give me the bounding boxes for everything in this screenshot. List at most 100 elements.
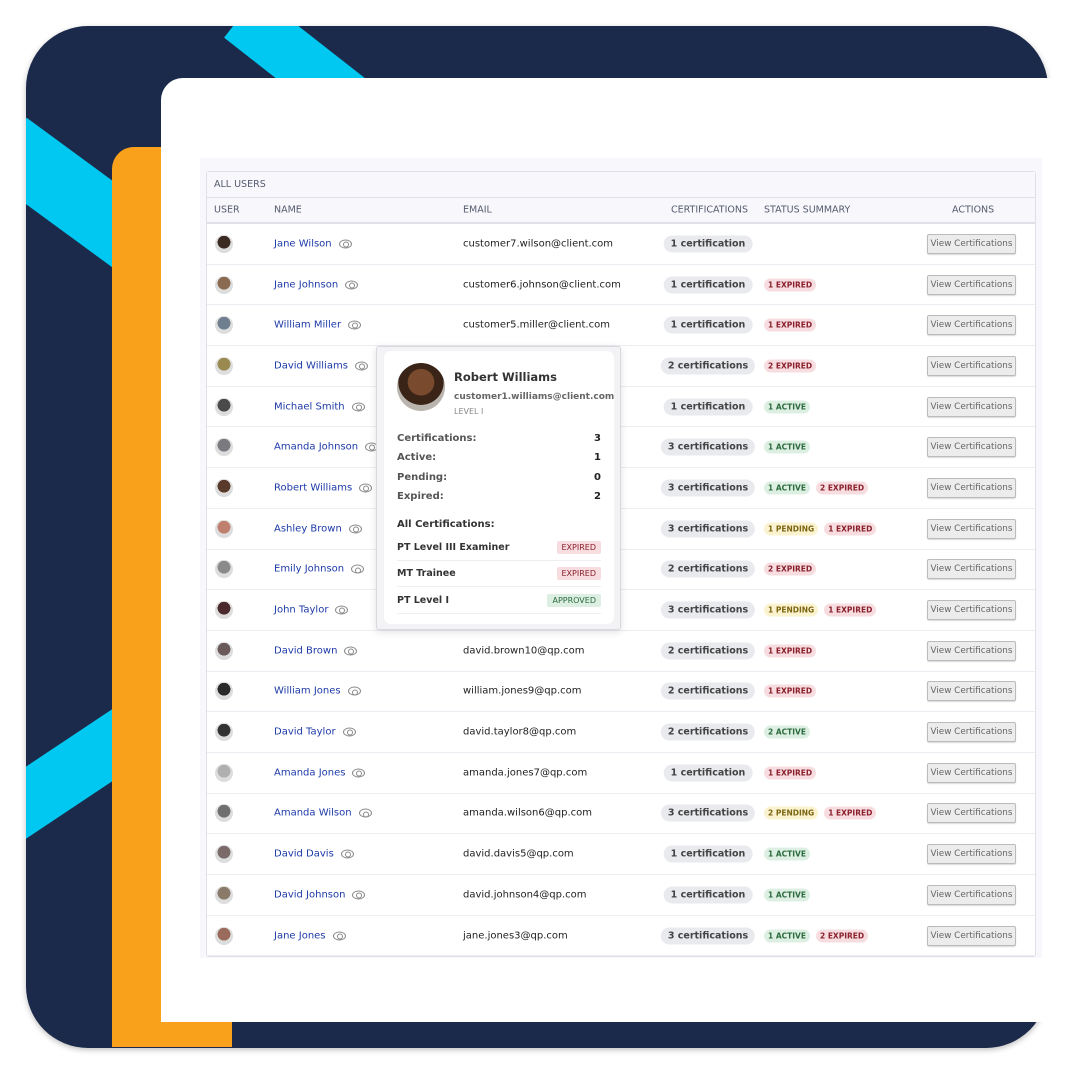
view-certifications-button[interactable]: View Certifications — [927, 681, 1016, 702]
popover-cert-item: PT Level III Examiner EXPIRED — [397, 535, 601, 561]
user-email: jane.jones3@qp.com — [463, 930, 568, 942]
user-name[interactable]: Emily Johnson — [274, 563, 345, 575]
user-name[interactable]: Ashley Brown — [274, 523, 342, 535]
view-certifications-button[interactable]: View Certifications — [927, 844, 1016, 865]
eye-icon[interactable] — [342, 727, 356, 737]
user-name[interactable]: Jane Jones — [274, 930, 326, 942]
eye-icon[interactable] — [348, 320, 362, 330]
header-name: NAME — [274, 204, 302, 216]
user-name[interactable]: Jane Wilson — [274, 238, 332, 250]
user-name-link[interactable]: Jane Jones — [274, 930, 346, 941]
user-name-link[interactable]: Amanda Wilson — [274, 808, 372, 819]
user-email: david.johnson4@qp.com — [463, 889, 587, 901]
view-certifications-button[interactable]: View Certifications — [927, 640, 1016, 661]
view-certifications-button[interactable]: View Certifications — [927, 722, 1016, 743]
view-certifications-button[interactable]: View Certifications — [927, 762, 1016, 783]
user-name[interactable]: William Jones — [274, 685, 341, 697]
table-row: Michael Smith 1 certification 1 ACTIVE V… — [207, 387, 1035, 428]
popover-stat: Pending: 0 — [397, 472, 601, 483]
view-certifications-button[interactable]: View Certifications — [927, 477, 1016, 498]
user-email: david.taylor8@qp.com — [463, 726, 577, 738]
status-badge-active: 1 ACTIVE — [764, 440, 810, 454]
eye-icon[interactable] — [358, 808, 372, 818]
user-name[interactable]: Amanda Jones — [274, 767, 346, 779]
user-name-link[interactable]: Jane Johnson — [274, 279, 359, 291]
user-email: amanda.jones7@qp.com — [463, 767, 588, 779]
user-name[interactable]: William Miller — [274, 319, 342, 331]
status-badge-expired: 1 EXPIRED — [824, 806, 877, 820]
user-name[interactable]: Robert Williams — [274, 482, 353, 494]
view-certifications-button[interactable]: View Certifications — [927, 274, 1016, 295]
popover-stat: Certifications: 3 — [397, 433, 601, 444]
user-name-link[interactable]: Ashley Brown — [274, 523, 362, 534]
view-certifications-button[interactable]: View Certifications — [927, 925, 1016, 946]
view-certifications-button[interactable]: View Certifications — [927, 559, 1016, 580]
certification-count: 3 certifications — [660, 479, 756, 497]
user-name-link[interactable]: David Johnson — [274, 889, 366, 901]
view-certifications-button[interactable]: View Certifications — [927, 884, 1016, 905]
eye-icon[interactable] — [348, 524, 362, 534]
status-badge-active: 1 ACTIVE — [764, 847, 810, 861]
user-name[interactable]: Michael Smith — [274, 401, 345, 413]
eye-icon[interactable] — [352, 890, 366, 900]
view-certifications-button[interactable]: View Certifications — [927, 396, 1016, 417]
user-name-link[interactable]: Amanda Johnson — [274, 441, 379, 453]
status-summary: 1 EXPIRED — [764, 766, 817, 780]
user-name-link[interactable]: William Jones — [274, 686, 361, 697]
stat-value: 2 — [594, 490, 601, 502]
eye-icon[interactable] — [344, 646, 358, 656]
view-certifications-button[interactable]: View Certifications — [927, 315, 1016, 336]
user-name[interactable]: David Brown — [274, 645, 338, 657]
eye-icon[interactable] — [332, 931, 346, 941]
user-name-link[interactable]: Jane Wilson — [274, 238, 352, 249]
user-email: amanda.wilson6@qp.com — [463, 807, 592, 819]
user-name-link[interactable]: John Taylor — [274, 604, 349, 616]
user-name[interactable]: David Johnson — [274, 889, 346, 901]
user-name-link[interactable]: David Taylor — [274, 727, 356, 738]
view-certifications-button[interactable]: View Certifications — [927, 518, 1016, 539]
eye-icon[interactable] — [340, 849, 354, 859]
table-row: Ashley Brown 3 certifications 1 PENDING 1… — [207, 509, 1035, 550]
eye-icon[interactable] — [351, 564, 365, 574]
eye-icon[interactable] — [335, 605, 349, 615]
user-name-link[interactable]: David Williams — [274, 360, 368, 371]
users-table: ALL USERS USER NAME EMAIL CERTIFICATIONS… — [206, 171, 1036, 958]
view-certifications-button[interactable]: View Certifications — [927, 233, 1016, 254]
user-name-link[interactable]: Michael Smith — [274, 401, 365, 412]
eye-icon[interactable] — [359, 483, 373, 493]
eye-icon[interactable] — [345, 280, 359, 290]
view-certifications-button[interactable]: View Certifications — [927, 600, 1016, 621]
status-badge-pending: 1 PENDING — [764, 603, 819, 617]
user-email: david.brown10@qp.com — [463, 645, 585, 657]
user-name[interactable]: David Taylor — [274, 726, 336, 738]
user-name-link[interactable]: William Miller — [274, 319, 362, 331]
avatar — [215, 234, 233, 253]
eye-icon[interactable] — [352, 768, 366, 778]
view-certifications-button[interactable]: View Certifications — [927, 355, 1016, 376]
user-name-link[interactable]: David Brown — [274, 645, 358, 657]
user-name[interactable]: Amanda Johnson — [274, 441, 359, 453]
user-name[interactable]: Amanda Wilson — [274, 807, 352, 819]
view-certifications-button[interactable]: View Certifications — [927, 803, 1016, 824]
status-badge-active: 1 ACTIVE — [764, 481, 810, 495]
eye-icon[interactable] — [347, 686, 361, 696]
user-name-link[interactable]: Emily Johnson — [274, 563, 365, 575]
avatar — [215, 438, 233, 457]
user-name-link[interactable]: David Davis — [274, 849, 354, 860]
user-name-link[interactable]: Robert Williams — [274, 482, 373, 494]
eye-icon[interactable] — [338, 239, 352, 249]
user-name[interactable]: David Williams — [274, 360, 348, 372]
user-name[interactable]: John Taylor — [274, 604, 329, 616]
view-certifications-button[interactable]: View Certifications — [927, 437, 1016, 458]
table-row: Jane Jones jane.jones3@qp.com 3 certific… — [207, 916, 1035, 957]
avatar — [215, 478, 233, 497]
popover-name: Robert Williams — [454, 370, 558, 384]
status-badge-expired: 1 EXPIRED — [764, 318, 817, 332]
user-name-link[interactable]: Amanda Jones — [274, 767, 366, 779]
user-name[interactable]: Jane Johnson — [274, 279, 339, 291]
eye-icon[interactable] — [354, 361, 368, 371]
stat-value: 0 — [594, 471, 601, 483]
eye-icon[interactable] — [351, 402, 365, 412]
user-name[interactable]: David Davis — [274, 848, 334, 860]
table-row: David Davis david.davis5@qp.com 1 certif… — [207, 834, 1035, 875]
